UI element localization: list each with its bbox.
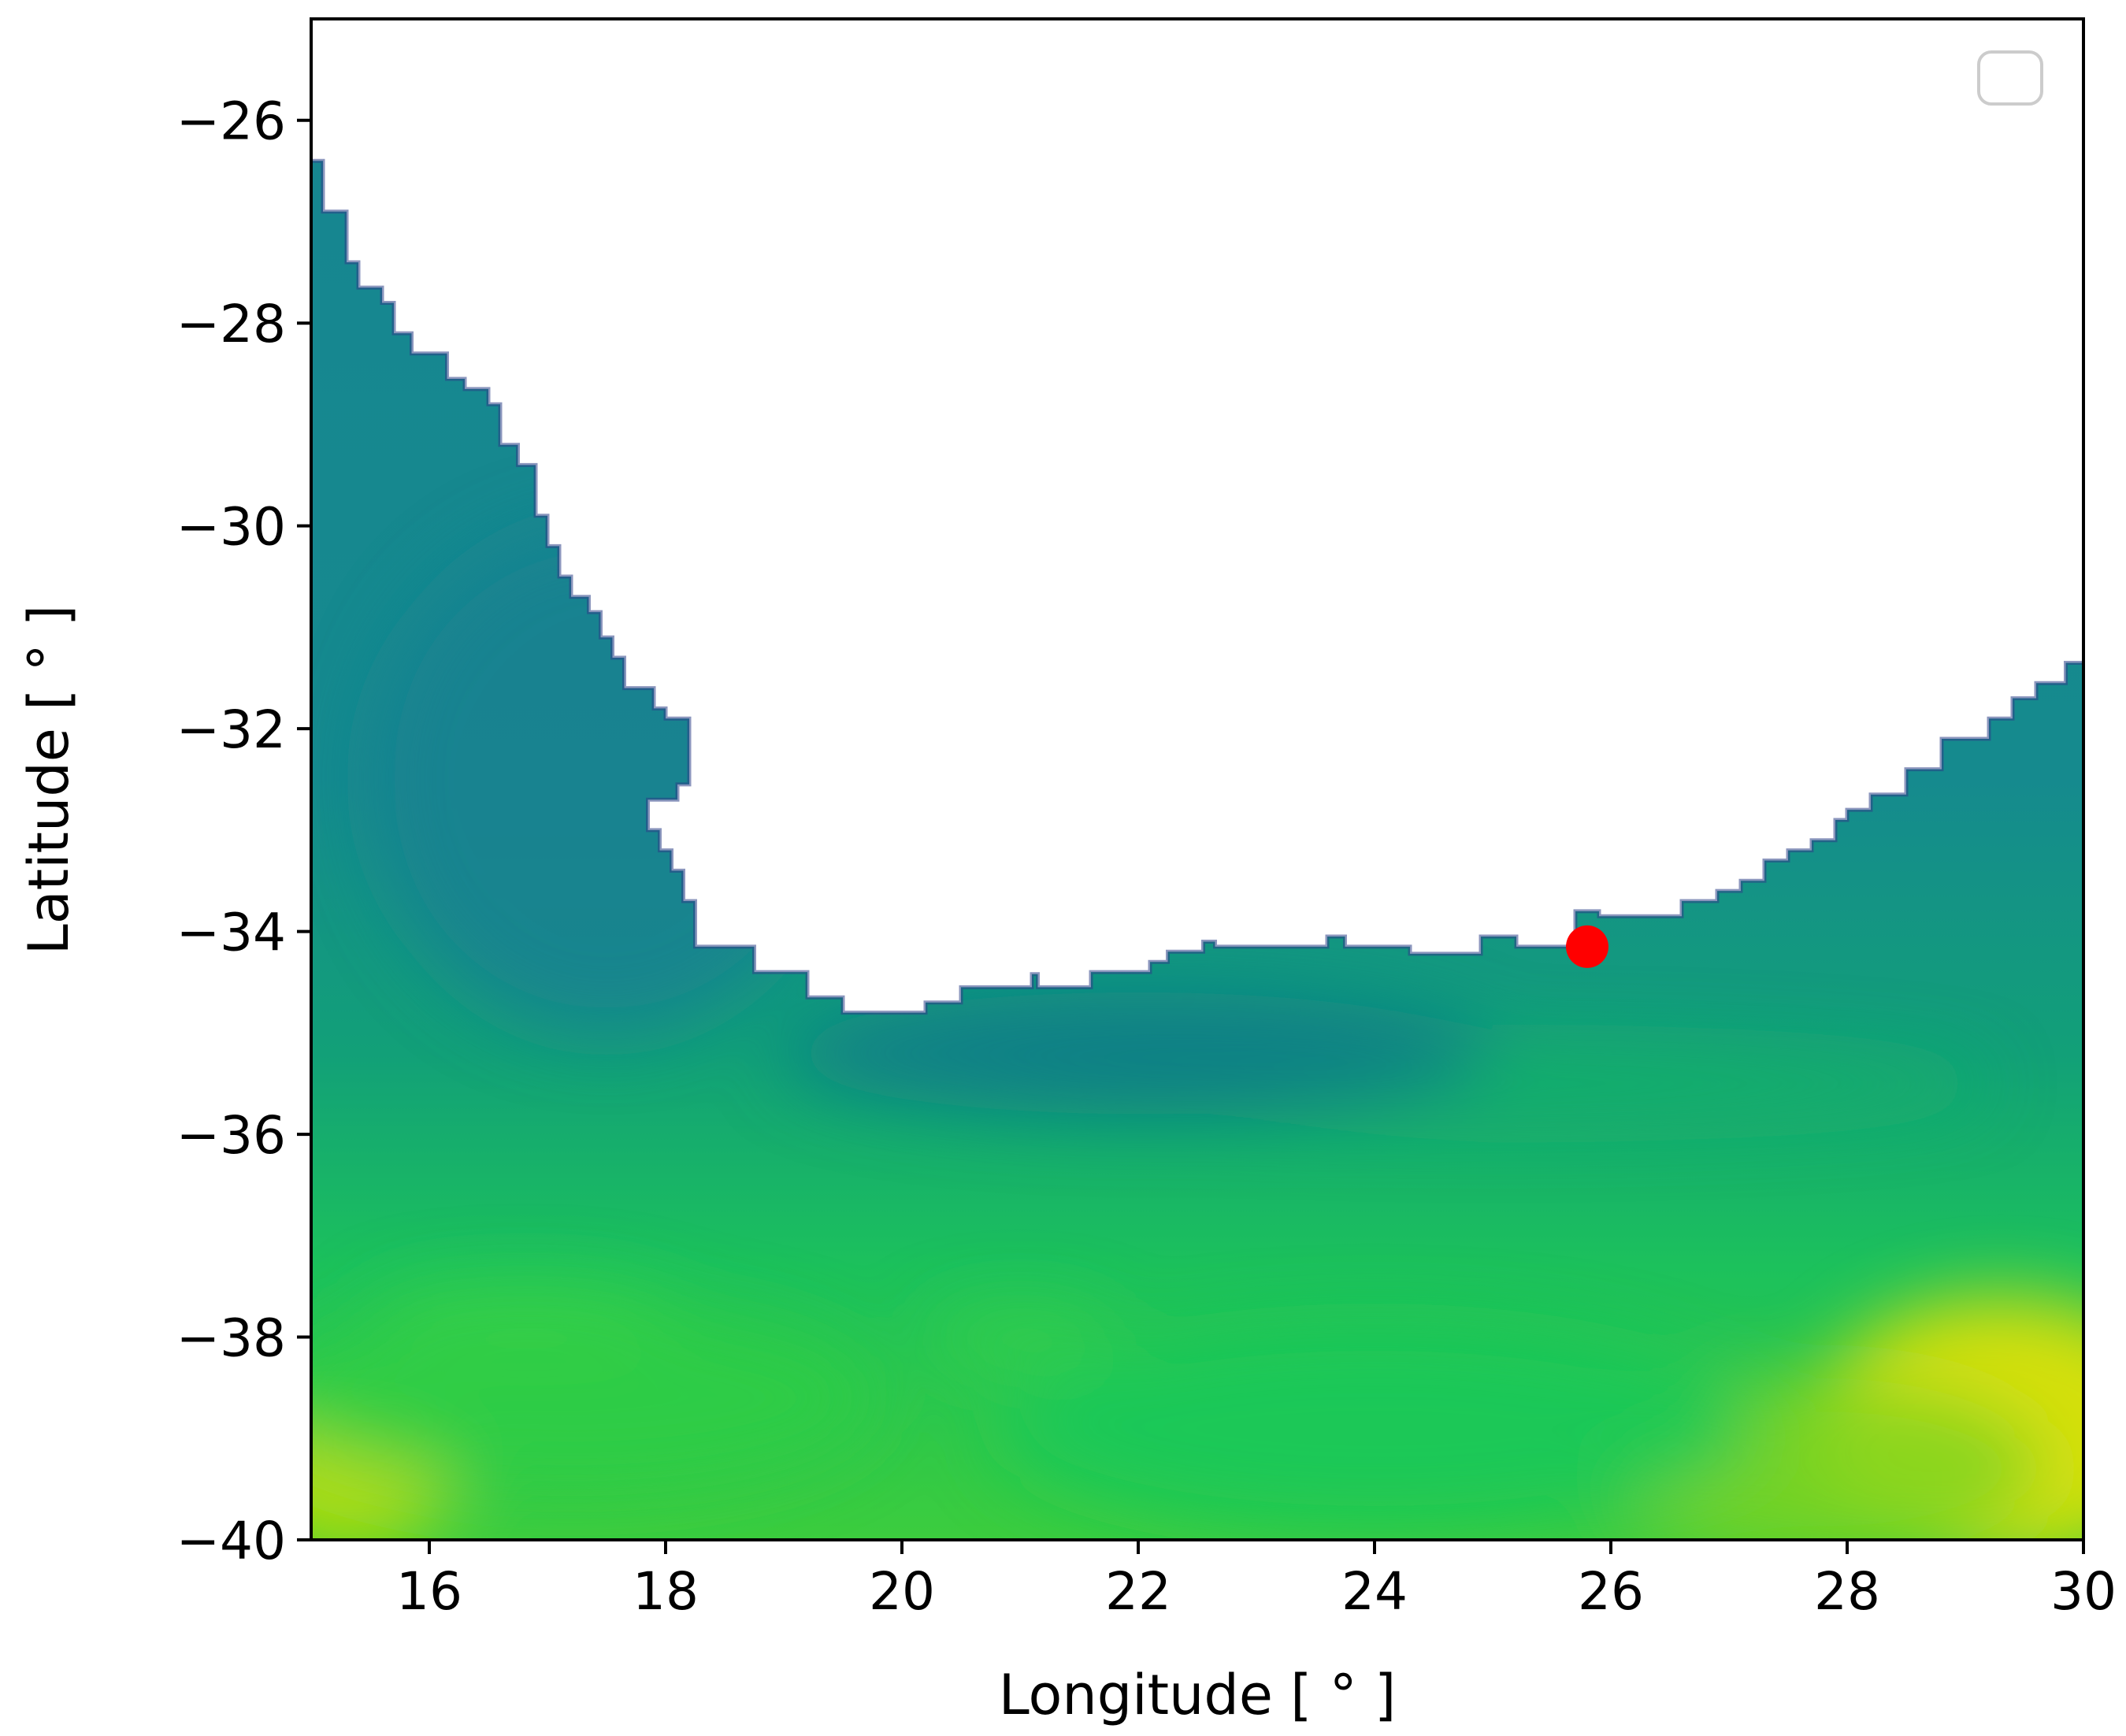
plot-area [311, 19, 2083, 1540]
x-tick-label: 16 [396, 1561, 462, 1622]
y-tick-label: −34 [176, 903, 286, 963]
x-tick-label: 28 [1814, 1561, 1880, 1622]
field-feature-8 [784, 992, 1493, 1115]
sea-field-features [311, 525, 2083, 1540]
x-tick-label: 30 [2050, 1561, 2117, 1622]
field-feature-6 [370, 1286, 677, 1348]
legend-box [1977, 50, 2043, 106]
y-tick-label: −26 [176, 91, 286, 152]
x-tick-label: 20 [869, 1561, 935, 1622]
y-tick-label: −32 [176, 699, 286, 760]
y-tick-label: −30 [176, 497, 286, 558]
y-tick-label: −40 [176, 1511, 286, 1571]
field-feature-4 [996, 1326, 1753, 1530]
land-mask [311, 19, 2083, 1013]
x-tick-label: 18 [633, 1561, 699, 1622]
field-feature-5 [926, 1311, 1115, 1363]
x-tick-label: 22 [1105, 1561, 1171, 1622]
x-axis-label: Longitude [ ° ] [999, 1663, 1397, 1727]
x-tick-label: 24 [1341, 1561, 1408, 1622]
y-tick-label: −38 [176, 1308, 286, 1369]
y-tick-label: −36 [176, 1105, 286, 1166]
field-feature-3 [311, 1306, 878, 1489]
coastline-edge [311, 158, 2083, 1015]
y-axis: −26 −28 −30 −32 −34 −36 −38 −40 [176, 91, 311, 1571]
station-marker [1566, 925, 1608, 968]
y-axis-label: Latitude [ ° ] [17, 605, 81, 955]
y-tick-label: −28 [176, 294, 286, 354]
x-tick-label: 26 [1578, 1561, 1644, 1622]
plot-frame [310, 17, 2085, 1541]
x-axis: 16 18 20 22 24 26 28 30 [396, 1540, 2117, 1622]
